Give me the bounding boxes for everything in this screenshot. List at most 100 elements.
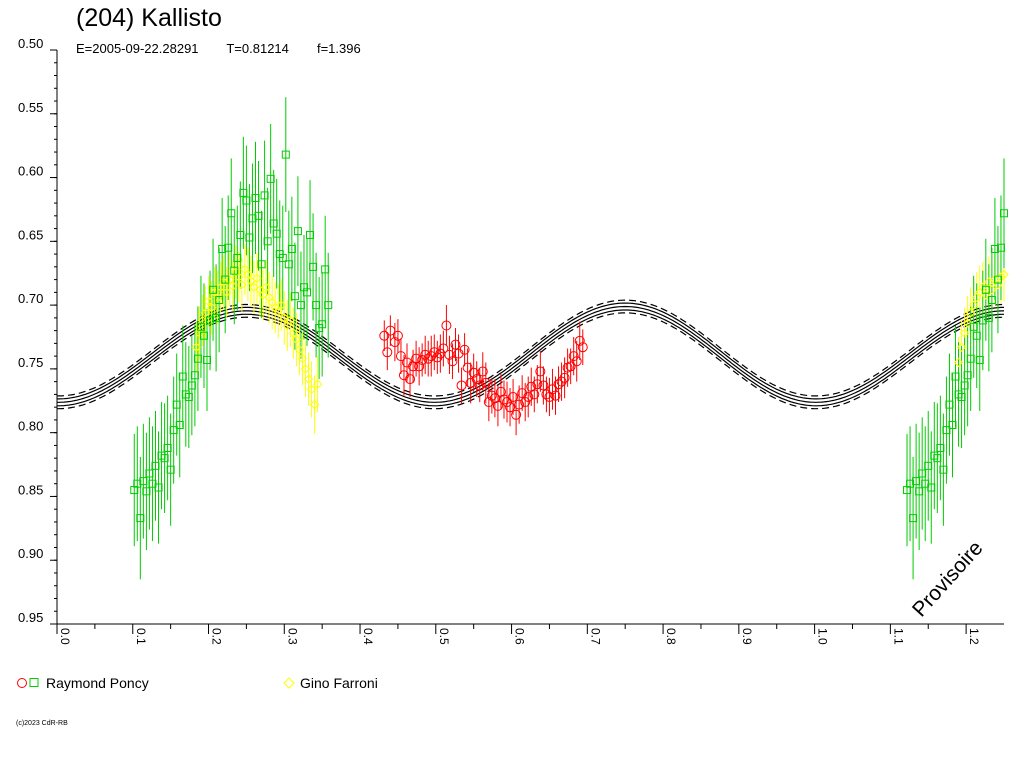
data-point-circle	[471, 374, 482, 385]
data-point-diamond	[303, 374, 314, 384]
data-point-diamond	[276, 300, 286, 310]
model-envelope-curve	[57, 309, 1004, 407]
period-label: T=0.81214	[226, 41, 289, 56]
data-point-square	[957, 392, 966, 401]
data-point-diamond	[273, 306, 283, 317]
data-point-square	[230, 266, 239, 275]
x-tick-label: 0.4	[361, 628, 375, 645]
data-point-square	[984, 313, 993, 322]
data-point-circle	[474, 380, 485, 391]
x-tick-label: 0.7	[588, 628, 602, 645]
data-point-square	[912, 477, 921, 486]
data-point-diamond	[965, 308, 976, 318]
data-point-square	[254, 211, 263, 220]
data-point-diamond	[237, 279, 247, 290]
data-point-diamond	[953, 357, 964, 368]
y-tick-label: 0.60	[18, 164, 43, 179]
data-point-square	[987, 296, 996, 305]
x-tick-label: 0.6	[513, 628, 527, 645]
data-point-square	[224, 243, 233, 252]
data-point-square	[272, 229, 281, 238]
data-point-square	[915, 487, 924, 496]
data-point-circle	[441, 320, 452, 331]
data-point-square	[145, 469, 154, 478]
data-point-square	[306, 230, 315, 239]
data-point-diamond	[300, 364, 311, 374]
data-point-circle	[426, 351, 437, 362]
copyright-notice: (c)2023 CdR-RB	[16, 720, 68, 727]
y-tick-label: 0.50	[18, 36, 43, 51]
data-point-circle	[553, 379, 564, 390]
data-point-square	[309, 262, 318, 271]
data-point-circle	[492, 400, 503, 411]
data-point-square	[260, 191, 269, 200]
data-point-circle	[450, 339, 461, 350]
y-tick-label: 0.65	[18, 227, 43, 242]
data-point-square	[136, 514, 145, 523]
data-point-square	[981, 285, 990, 294]
data-point-square	[936, 443, 945, 452]
data-point-square	[221, 275, 230, 284]
data-point-circle	[565, 361, 576, 372]
data-point-diamond	[225, 274, 235, 285]
data-point-square	[133, 479, 142, 488]
data-point-circle	[405, 374, 416, 385]
data-point-square	[296, 301, 305, 310]
data-point-square	[906, 479, 915, 488]
data-point-diamond	[288, 328, 299, 338]
data-point-diamond	[191, 342, 202, 352]
data-point-square	[248, 214, 257, 223]
legend-label-gino-farroni: Gino Farroni	[300, 675, 378, 691]
data-point-circle	[382, 347, 393, 358]
data-point-square	[257, 260, 266, 269]
legend-circle-marker	[17, 678, 27, 688]
data-point-diamond	[203, 296, 214, 306]
data-point-square	[206, 316, 215, 325]
data-point-square	[142, 487, 151, 496]
data-point-square	[215, 296, 224, 305]
data-point-diamond	[252, 273, 262, 284]
data-point-square	[948, 421, 957, 430]
x-tick-label: 0.0	[58, 628, 72, 645]
data-point-square	[212, 313, 221, 322]
data-point-circle	[414, 361, 425, 372]
x-tick-label: 0.5	[437, 628, 451, 645]
y-tick-label: 0.80	[18, 419, 43, 434]
chart-subtitle: E=2005-09-22.28291 T=0.81214 f=1.396	[76, 41, 361, 56]
data-point-square	[284, 260, 293, 269]
data-point-square	[169, 426, 178, 435]
data-point-square	[1000, 209, 1008, 218]
legend-label-raymond-poncy: Raymond Poncy	[46, 675, 149, 691]
data-point-square	[963, 371, 972, 380]
data-point-square	[318, 320, 327, 329]
data-point-square	[312, 301, 321, 310]
data-point-diamond	[197, 315, 208, 326]
data-point-circle	[529, 389, 540, 400]
axes: 0.50 0.55 0.60 0.65 0.70 0.75 0.80 0.85 0.90 0.95…	[18, 36, 1004, 645]
data-point-square	[199, 331, 208, 340]
data-point-circle	[505, 402, 516, 413]
data-point-square	[163, 443, 172, 452]
data-point-square	[287, 244, 296, 253]
error-bars	[133, 97, 1005, 580]
data-point-square	[196, 322, 205, 331]
data-point-diamond	[312, 379, 323, 389]
data-point-square	[927, 483, 936, 492]
data-point-square	[245, 233, 254, 242]
data-point-circle	[480, 377, 491, 388]
data-point-circle	[379, 330, 390, 341]
data-point-circle	[417, 354, 428, 365]
data-point-square	[263, 237, 272, 246]
y-tick-label: 0.70	[18, 291, 43, 306]
model-envelope-curve	[57, 312, 1005, 410]
data-markers	[130, 150, 1009, 523]
data-point-diamond	[285, 315, 296, 326]
x-tick-label: 0.8	[664, 628, 678, 645]
data-point-square	[966, 354, 975, 363]
data-point-diamond	[294, 345, 305, 355]
data-point-diamond	[200, 308, 211, 318]
legend-markers-gino-farroni	[283, 677, 295, 689]
data-point-circle	[459, 344, 470, 355]
data-point-square	[960, 381, 969, 390]
data-point-square	[269, 219, 278, 228]
